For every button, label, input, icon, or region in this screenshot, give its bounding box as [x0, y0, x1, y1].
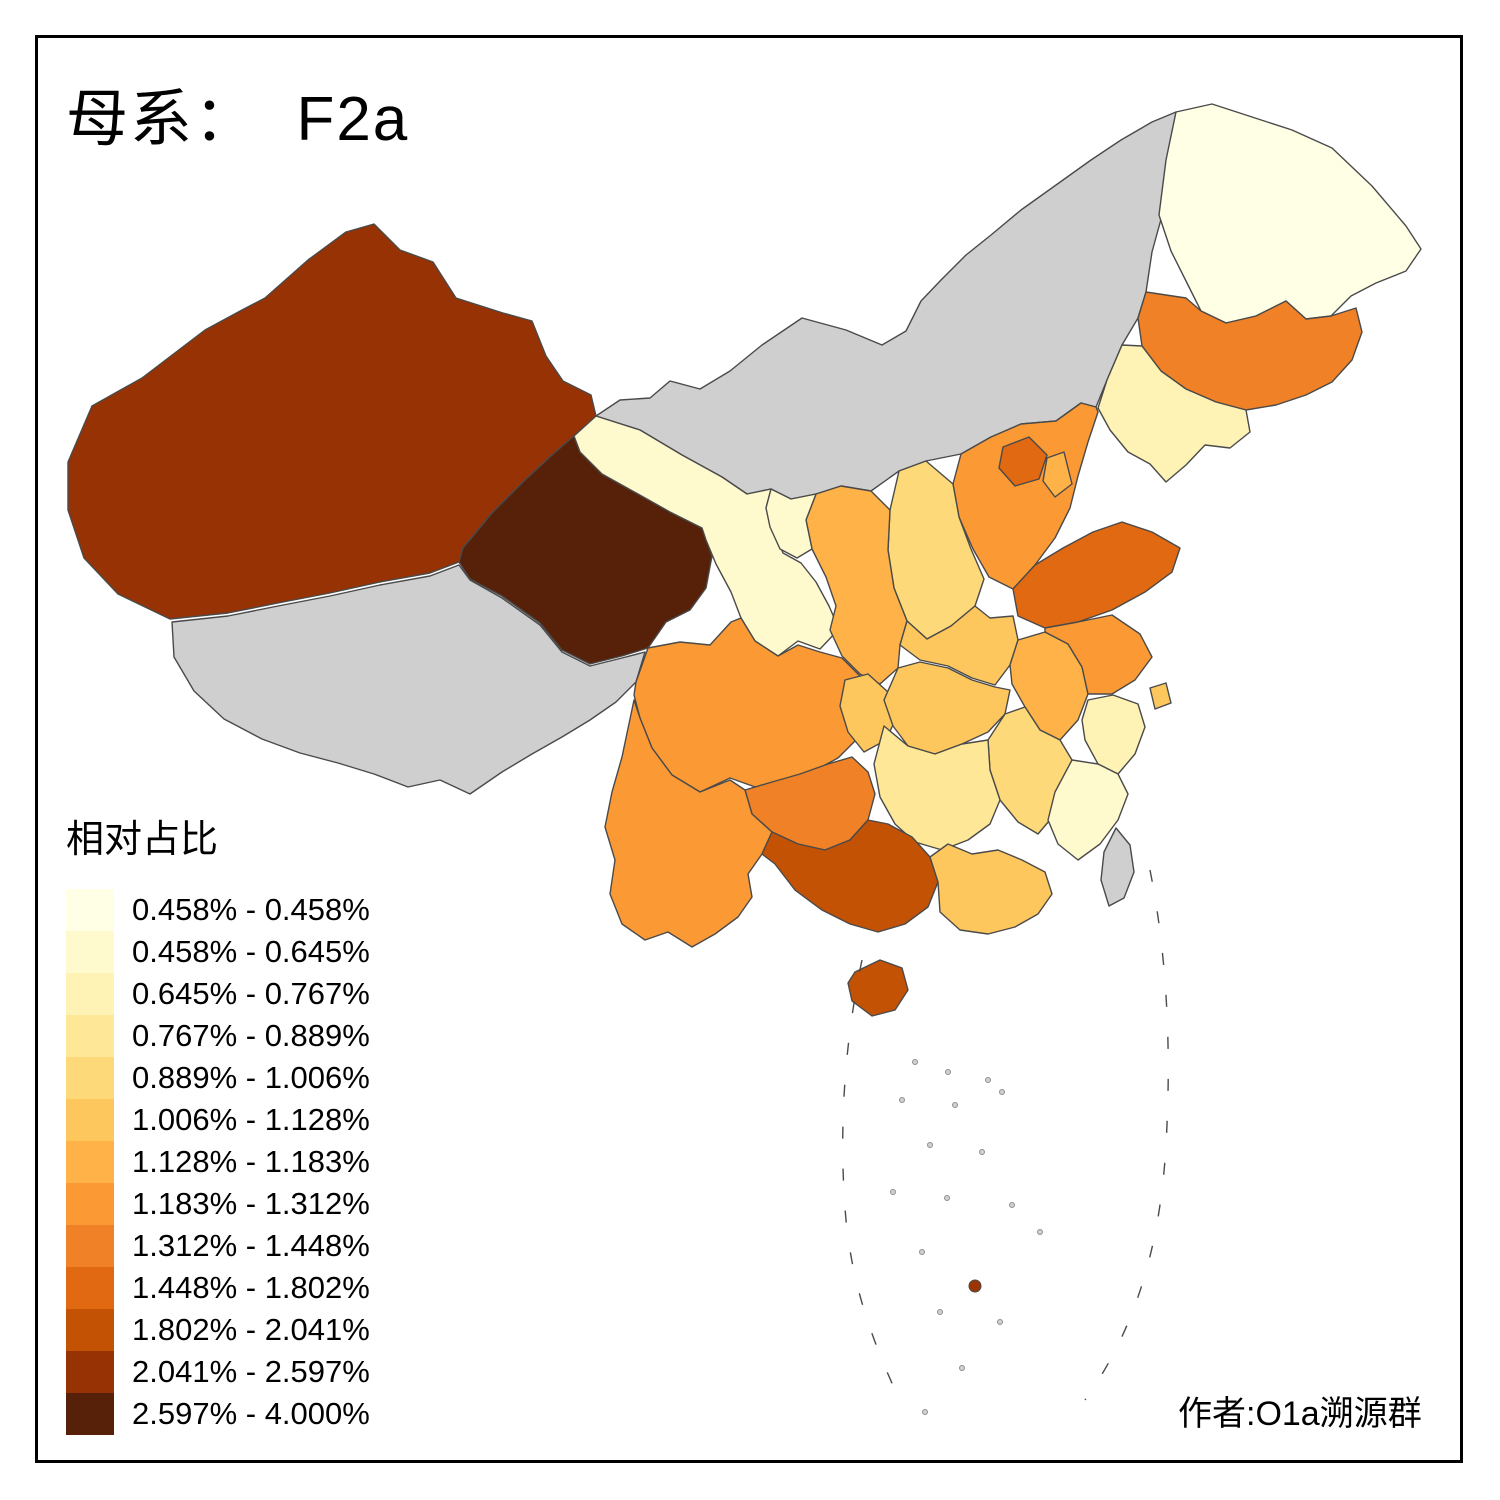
- legend-row: 1.006% - 1.128%: [66, 1099, 370, 1141]
- legend: 相对占比 0.458% - 0.458% 0.458% - 0.645% 0.6…: [66, 808, 370, 1435]
- province-yunnan: [604, 699, 773, 948]
- legend-label: 1.183% - 1.312%: [132, 1186, 370, 1221]
- province-hunan: [873, 725, 1001, 851]
- legend-title: 相对占比: [66, 819, 219, 861]
- province-taiwan: [1100, 827, 1135, 907]
- south-sea-dark-islet: [968, 1279, 982, 1293]
- province-heilongjiang: [1158, 103, 1422, 324]
- province-tianjin: [1042, 451, 1073, 498]
- legend-label: 0.645% - 0.767%: [132, 976, 370, 1011]
- legend-label: 0.767% - 0.889%: [132, 1018, 370, 1053]
- legend-swatch: [66, 931, 114, 973]
- province-inner-mongolia: [595, 111, 1191, 500]
- legend-label: 0.458% - 0.645%: [132, 934, 370, 969]
- legend-swatch: [66, 1183, 114, 1225]
- province-shaanxi: [805, 485, 908, 685]
- legend-row: 1.183% - 1.312%: [66, 1183, 370, 1225]
- legend-swatch: [66, 1393, 114, 1435]
- legend-swatch: [66, 1057, 114, 1099]
- legend-swatch: [66, 1099, 114, 1141]
- legend-row: 0.458% - 0.645%: [66, 931, 370, 973]
- legend-row: 0.458% - 0.458%: [66, 889, 370, 931]
- province-shanghai: [1149, 682, 1172, 710]
- legend-label: 1.128% - 1.183%: [132, 1144, 370, 1179]
- province-hubei: [883, 661, 1011, 755]
- nine-dash-line: [842, 869, 1169, 1401]
- legend-swatch: [66, 1225, 114, 1267]
- legend-swatch: [66, 1267, 114, 1309]
- province-fujian: [1047, 759, 1129, 861]
- province-liaoning: [1097, 344, 1251, 483]
- province-guangdong: [929, 843, 1053, 935]
- legend-swatch: [66, 889, 114, 931]
- legend-row: 0.767% - 0.889%: [66, 1015, 370, 1057]
- legend-swatch: [66, 1309, 114, 1351]
- legend-label: 0.458% - 0.458%: [132, 892, 370, 927]
- province-tibet: [171, 564, 646, 795]
- legend-swatch: [66, 973, 114, 1015]
- legend-row: 1.128% - 1.183%: [66, 1141, 370, 1183]
- legend-label: 1.006% - 1.128%: [132, 1102, 370, 1137]
- legend-label: 1.312% - 1.448%: [132, 1228, 370, 1263]
- legend-swatch: [66, 1141, 114, 1183]
- map-title: 母系： F2a: [66, 85, 410, 154]
- legend-row: 2.041% - 2.597%: [66, 1351, 370, 1393]
- south-sea-islets: [890, 1059, 1043, 1415]
- attribution: 作者:O1a溯源群: [1178, 1395, 1422, 1433]
- legend-row: 1.448% - 1.802%: [66, 1267, 370, 1309]
- legend-row: 1.802% - 2.041%: [66, 1309, 370, 1351]
- legend-row: 1.312% - 1.448%: [66, 1225, 370, 1267]
- province-hebei: [952, 402, 1099, 590]
- province-ningxia: [765, 488, 817, 559]
- province-beijing: [998, 436, 1048, 487]
- legend-row: 0.889% - 1.006%: [66, 1057, 370, 1099]
- legend-swatch: [66, 1015, 114, 1057]
- legend-label: 2.597% - 4.000%: [132, 1396, 370, 1431]
- legend-row: 0.645% - 0.767%: [66, 973, 370, 1015]
- province-gansu: [573, 415, 840, 657]
- province-guangxi: [761, 819, 939, 933]
- province-hainan: [847, 959, 909, 1017]
- legend-row: 2.597% - 4.000%: [66, 1393, 370, 1435]
- legend-label: 1.802% - 2.041%: [132, 1312, 370, 1347]
- province-xinjiang: [67, 223, 597, 620]
- legend-label: 1.448% - 1.802%: [132, 1270, 370, 1305]
- province-zhejiang: [1081, 694, 1146, 775]
- legend-swatch: [66, 1351, 114, 1393]
- legend-label: 2.041% - 2.597%: [132, 1354, 370, 1389]
- province-jiangsu: [1044, 614, 1153, 695]
- legend-label: 0.889% - 1.006%: [132, 1060, 370, 1095]
